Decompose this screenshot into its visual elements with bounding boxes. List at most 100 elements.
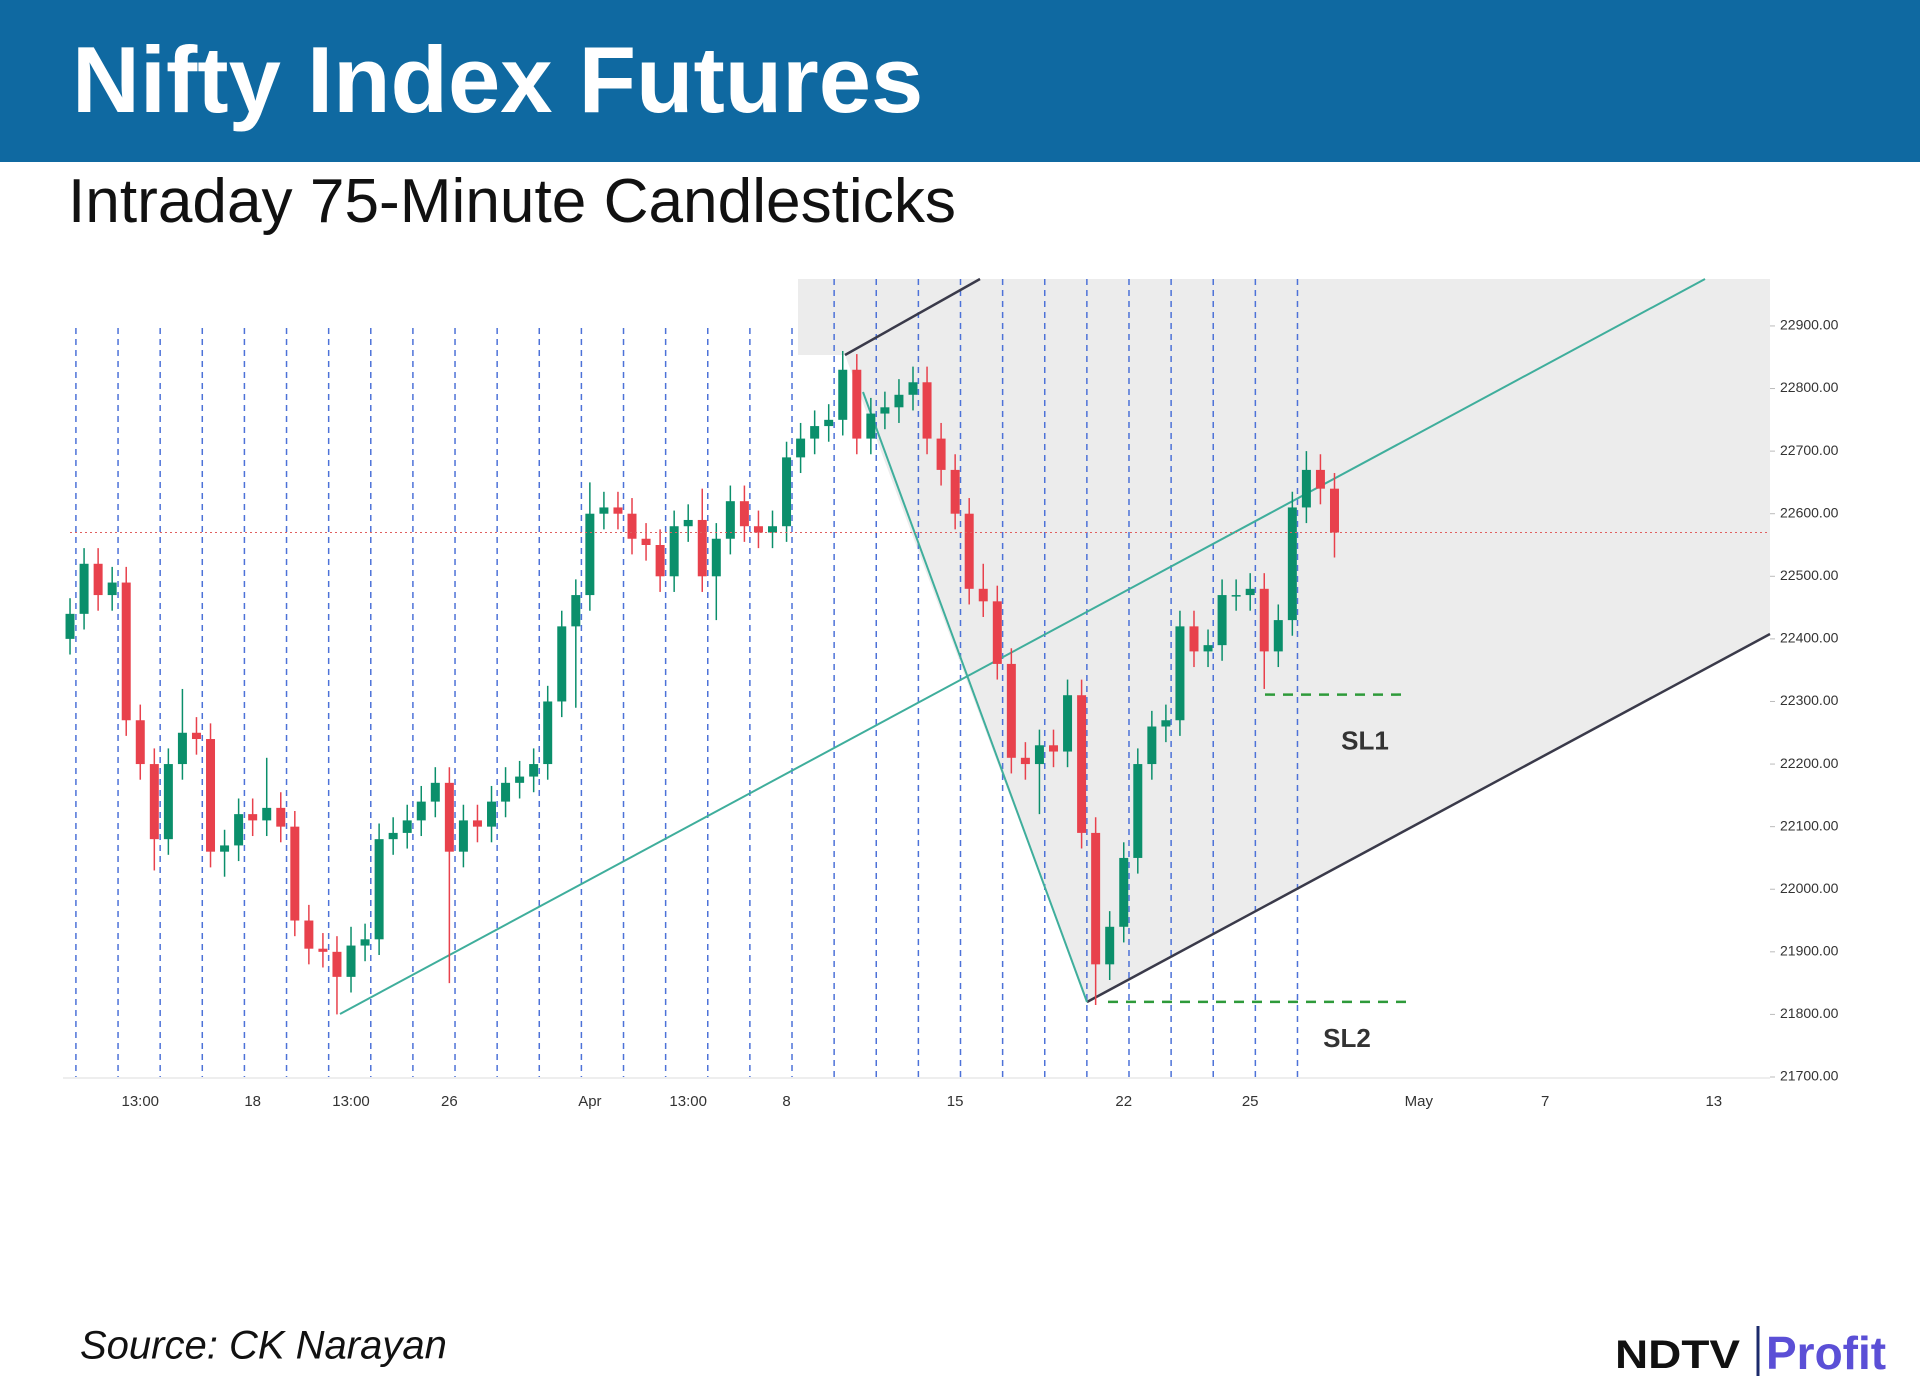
header-bar <box>0 0 1920 162</box>
candle-body <box>515 776 525 783</box>
candle-body <box>93 563 103 596</box>
candle-body <box>978 588 988 602</box>
candle-body <box>346 945 356 977</box>
y-tick-label: 22300.00 <box>1780 692 1839 708</box>
logo-brand: NDTV <box>1615 1333 1740 1377</box>
candle-body <box>262 807 272 821</box>
y-tick-label: 21800.00 <box>1780 1005 1839 1021</box>
candle-body <box>107 582 117 596</box>
candle-body <box>1231 595 1241 597</box>
candle-body <box>79 563 89 614</box>
stop-loss-label: SL2 <box>1323 1023 1371 1053</box>
y-tick-label: 22200.00 <box>1780 755 1839 771</box>
candle-body <box>1119 857 1129 927</box>
x-tick-label: 26 <box>441 1093 458 1110</box>
candle-body <box>697 519 707 577</box>
candle-body <box>753 526 763 533</box>
x-tick-label: 13 <box>1705 1093 1722 1110</box>
candle-body <box>950 469 960 514</box>
candle-body <box>1105 926 1115 965</box>
channel-shade <box>798 279 1770 1002</box>
candle-body <box>810 426 820 439</box>
candle-body <box>1203 645 1213 652</box>
day-separators <box>75 279 1299 1077</box>
trend-line <box>339 278 1706 1015</box>
candle-body <box>711 538 721 577</box>
candle-body <box>1189 626 1199 652</box>
y-tick-label: 22500.00 <box>1780 567 1839 583</box>
candle-body <box>276 807 286 827</box>
candle-body <box>206 739 216 852</box>
median-line <box>862 391 1088 1003</box>
x-tick-label: 13:00 <box>669 1093 707 1110</box>
candle-body <box>487 801 497 827</box>
candle-body <box>768 526 777 533</box>
candle-body <box>332 951 342 977</box>
candle-body <box>838 369 848 420</box>
candle-body <box>1161 720 1171 727</box>
candle-body <box>782 457 792 527</box>
candle-body <box>824 419 834 427</box>
candle-body <box>1063 695 1073 752</box>
channel-upper <box>844 277 981 357</box>
candle-body <box>1259 588 1269 652</box>
candle-body <box>1175 626 1185 721</box>
candle-body <box>234 814 244 846</box>
candle-body <box>191 732 201 740</box>
y-tick-label: 22100.00 <box>1780 817 1839 833</box>
candle-body <box>866 413 876 439</box>
x-tick-label: 15 <box>947 1093 964 1110</box>
candle-body <box>936 438 946 470</box>
candle-body <box>501 782 511 802</box>
candle-body <box>557 626 567 702</box>
y-tick-label: 22400.00 <box>1780 630 1839 646</box>
y-tick-label: 22600.00 <box>1780 504 1839 520</box>
y-tick-label: 21700.00 <box>1780 1068 1839 1084</box>
candle-body <box>374 839 384 940</box>
logo-product: Profit <box>1766 1327 1886 1379</box>
candle-body <box>248 814 258 821</box>
candle-body <box>1245 588 1255 596</box>
candle-body <box>1147 726 1157 765</box>
candle-body <box>1091 832 1101 965</box>
candle-body <box>149 764 159 840</box>
source: Source: CK Narayan <box>80 1324 447 1368</box>
candle-body <box>908 382 918 395</box>
candle-body <box>852 369 862 439</box>
candle-body <box>1133 764 1143 858</box>
stop-loss-label: SL1 <box>1341 725 1389 755</box>
x-tick-label: 7 <box>1541 1093 1549 1110</box>
candle-body <box>880 407 890 414</box>
candle-body <box>430 782 440 802</box>
x-tick-label: 22 <box>1115 1093 1132 1110</box>
candle-body <box>1006 663 1016 758</box>
x-tick-label: 13:00 <box>332 1093 370 1110</box>
candle-body <box>543 701 553 765</box>
candle-body <box>894 394 904 408</box>
candle-body <box>402 820 412 833</box>
candle-body <box>304 920 314 949</box>
candle-body <box>121 582 131 721</box>
candle-body <box>1315 469 1325 489</box>
candle-body <box>65 613 75 639</box>
candle-body <box>416 801 426 821</box>
x-tick-label: 13:00 <box>121 1093 159 1110</box>
candle-body <box>627 513 637 539</box>
candle-body <box>360 939 370 946</box>
candle-body <box>135 720 145 765</box>
y-tick-label: 22800.00 <box>1780 379 1839 395</box>
candle-body <box>922 382 932 439</box>
y-tick-label: 22000.00 <box>1780 880 1839 896</box>
candle-body <box>1217 595 1227 646</box>
candle-body <box>585 513 595 596</box>
y-tick-label: 22700.00 <box>1780 442 1839 458</box>
candle-body <box>992 601 1002 664</box>
candle-body <box>655 545 665 577</box>
candle-body <box>669 526 679 577</box>
candle-body <box>1273 620 1283 652</box>
title: Nifty Index Futures <box>72 27 923 132</box>
candle-body <box>529 764 539 777</box>
candle-body <box>1329 488 1339 533</box>
